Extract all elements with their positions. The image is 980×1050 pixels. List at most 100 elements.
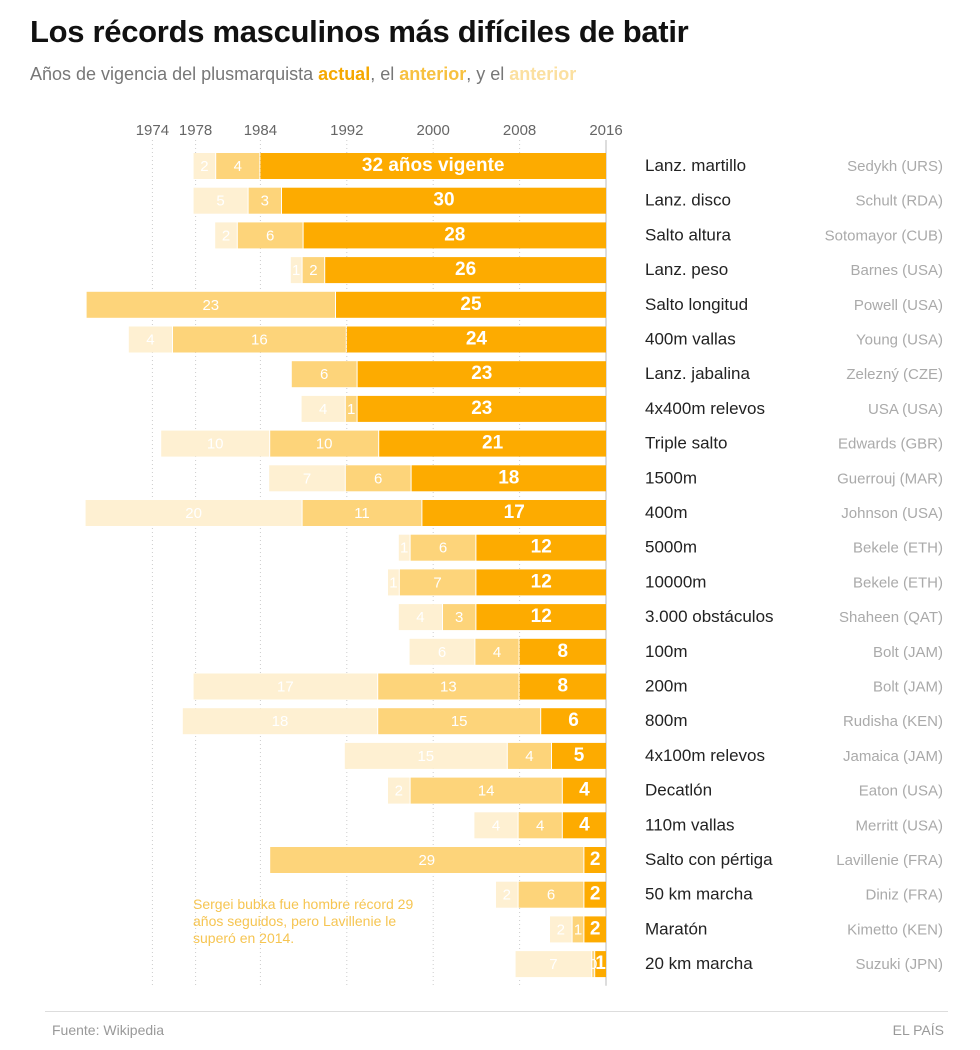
bar-previous bbox=[345, 465, 411, 492]
bar-previous bbox=[518, 812, 562, 839]
holder-label: Diniz (FRA) bbox=[866, 887, 944, 904]
bar-current-label: 2 bbox=[590, 918, 601, 939]
event-label: Salto altura bbox=[645, 225, 732, 244]
event-label: Lanz. martillo bbox=[645, 156, 746, 175]
bar-previous-label: 4 bbox=[234, 158, 242, 175]
footer-divider bbox=[45, 1011, 948, 1012]
bar-current-label: 2 bbox=[590, 849, 601, 870]
bar-current-label: 8 bbox=[558, 676, 569, 697]
bar-current bbox=[357, 361, 606, 388]
bar-previous-label: 14 bbox=[478, 783, 495, 800]
bar-previous2-label: 2 bbox=[557, 921, 565, 938]
x-tick-label: 2016 bbox=[589, 122, 622, 139]
bar-current bbox=[584, 847, 606, 873]
event-label: 5000m bbox=[645, 538, 697, 557]
holder-label: Shaheen (QAT) bbox=[839, 609, 943, 626]
x-tick-label: 1992 bbox=[330, 122, 363, 139]
legend-key-previous: anterior bbox=[399, 64, 467, 84]
bar-previous2-label: 10 bbox=[207, 436, 224, 453]
holder-label: Bolt (JAM) bbox=[873, 644, 943, 661]
holder-label: Young (USA) bbox=[856, 332, 943, 349]
source-credit: Fuente: Wikipedia bbox=[52, 1022, 165, 1038]
bar-current bbox=[357, 395, 606, 422]
bar-previous2 bbox=[344, 742, 507, 769]
bar-previous-label: 0 bbox=[589, 956, 597, 973]
bar-current bbox=[562, 777, 606, 804]
bar-previous2 bbox=[474, 812, 518, 839]
bar-current-label: 4 bbox=[579, 814, 590, 835]
bar-previous bbox=[475, 638, 519, 665]
x-tick-label: 2000 bbox=[417, 122, 450, 139]
event-label: 400m bbox=[645, 503, 688, 522]
holder-label: Barnes (USA) bbox=[850, 262, 943, 279]
bar-current-label: 12 bbox=[531, 537, 552, 558]
bar-previous bbox=[410, 534, 476, 561]
bar-previous2 bbox=[515, 951, 592, 978]
bar-current-label: 8 bbox=[558, 641, 569, 662]
bar-previous bbox=[86, 291, 335, 318]
holder-label: Bekele (ETH) bbox=[853, 574, 943, 591]
bar-current bbox=[303, 222, 606, 249]
subtitle-sep-1: , el bbox=[370, 64, 400, 84]
holder-label: Sedykh (URS) bbox=[847, 158, 943, 175]
bar-previous2-label: 7 bbox=[303, 470, 311, 487]
holder-label: Bolt (JAM) bbox=[873, 679, 943, 696]
bar-previous-label: 4 bbox=[536, 817, 544, 834]
bar-previous bbox=[378, 673, 519, 700]
event-label: 100m bbox=[645, 642, 688, 661]
bar-previous bbox=[572, 916, 584, 943]
bar-previous2-label: 1 bbox=[400, 540, 408, 557]
subtitle-sep-2: , y el bbox=[466, 64, 510, 84]
x-tick-label: 1984 bbox=[244, 122, 277, 139]
bar-current bbox=[584, 881, 606, 908]
bar-previous bbox=[216, 153, 260, 179]
bar-current-label: 25 bbox=[460, 294, 482, 315]
holder-label: Kimetto (KEN) bbox=[847, 921, 943, 938]
event-label: 3.000 obstáculos bbox=[645, 607, 774, 626]
legend-key-previous2: anterior bbox=[509, 64, 577, 84]
bar-current bbox=[519, 638, 606, 665]
bar-current bbox=[595, 951, 606, 978]
bar-current-label: 26 bbox=[455, 259, 476, 280]
event-label: 800m bbox=[645, 711, 688, 730]
event-label: Lanz. peso bbox=[645, 260, 728, 279]
event-label: 1500m bbox=[645, 468, 697, 487]
bar-previous2 bbox=[193, 187, 248, 214]
bar-previous2 bbox=[269, 465, 345, 492]
bar-previous2 bbox=[182, 708, 378, 735]
holder-label: Eaton (USA) bbox=[859, 783, 943, 800]
bar-current-label: 1 bbox=[595, 953, 606, 974]
event-label: Triple salto bbox=[645, 434, 728, 453]
bar-previous2 bbox=[161, 430, 270, 457]
event-label: Decatlón bbox=[645, 781, 712, 800]
bar-previous-label: 29 bbox=[418, 852, 435, 869]
bar-previous2 bbox=[193, 673, 378, 700]
bar-current-label: 24 bbox=[466, 329, 488, 350]
event-label: 50 km marcha bbox=[645, 885, 753, 904]
x-tick-label: 1978 bbox=[179, 122, 212, 139]
holder-label: Lavillenie (FRA) bbox=[836, 852, 943, 869]
bar-current-label: 32 años vigente bbox=[362, 155, 505, 176]
bar-previous bbox=[302, 257, 325, 284]
holder-label: Merritt (USA) bbox=[856, 817, 944, 834]
event-label: 4x400m relevos bbox=[645, 399, 765, 418]
bar-current bbox=[282, 187, 606, 214]
bar-previous-label: 6 bbox=[266, 227, 274, 244]
bar-previous2-label: 1 bbox=[292, 262, 300, 279]
bar-current bbox=[379, 430, 606, 457]
bar-previous-label: 6 bbox=[320, 366, 328, 383]
bar-previous2 bbox=[215, 222, 237, 249]
bar-previous-label: 11 bbox=[354, 505, 370, 522]
bar-previous2-label: 2 bbox=[200, 158, 208, 175]
bar-current-label: 6 bbox=[568, 710, 579, 731]
bar-previous2 bbox=[290, 257, 302, 284]
bar-previous bbox=[399, 569, 476, 596]
bar-previous2-label: 6 bbox=[438, 644, 446, 661]
bar-previous bbox=[443, 604, 476, 631]
bar-previous bbox=[291, 361, 357, 388]
bar-current-label: 28 bbox=[444, 224, 465, 245]
holder-label: Schult (RDA) bbox=[855, 193, 943, 210]
bar-current bbox=[346, 326, 606, 353]
bar-current bbox=[541, 708, 606, 735]
